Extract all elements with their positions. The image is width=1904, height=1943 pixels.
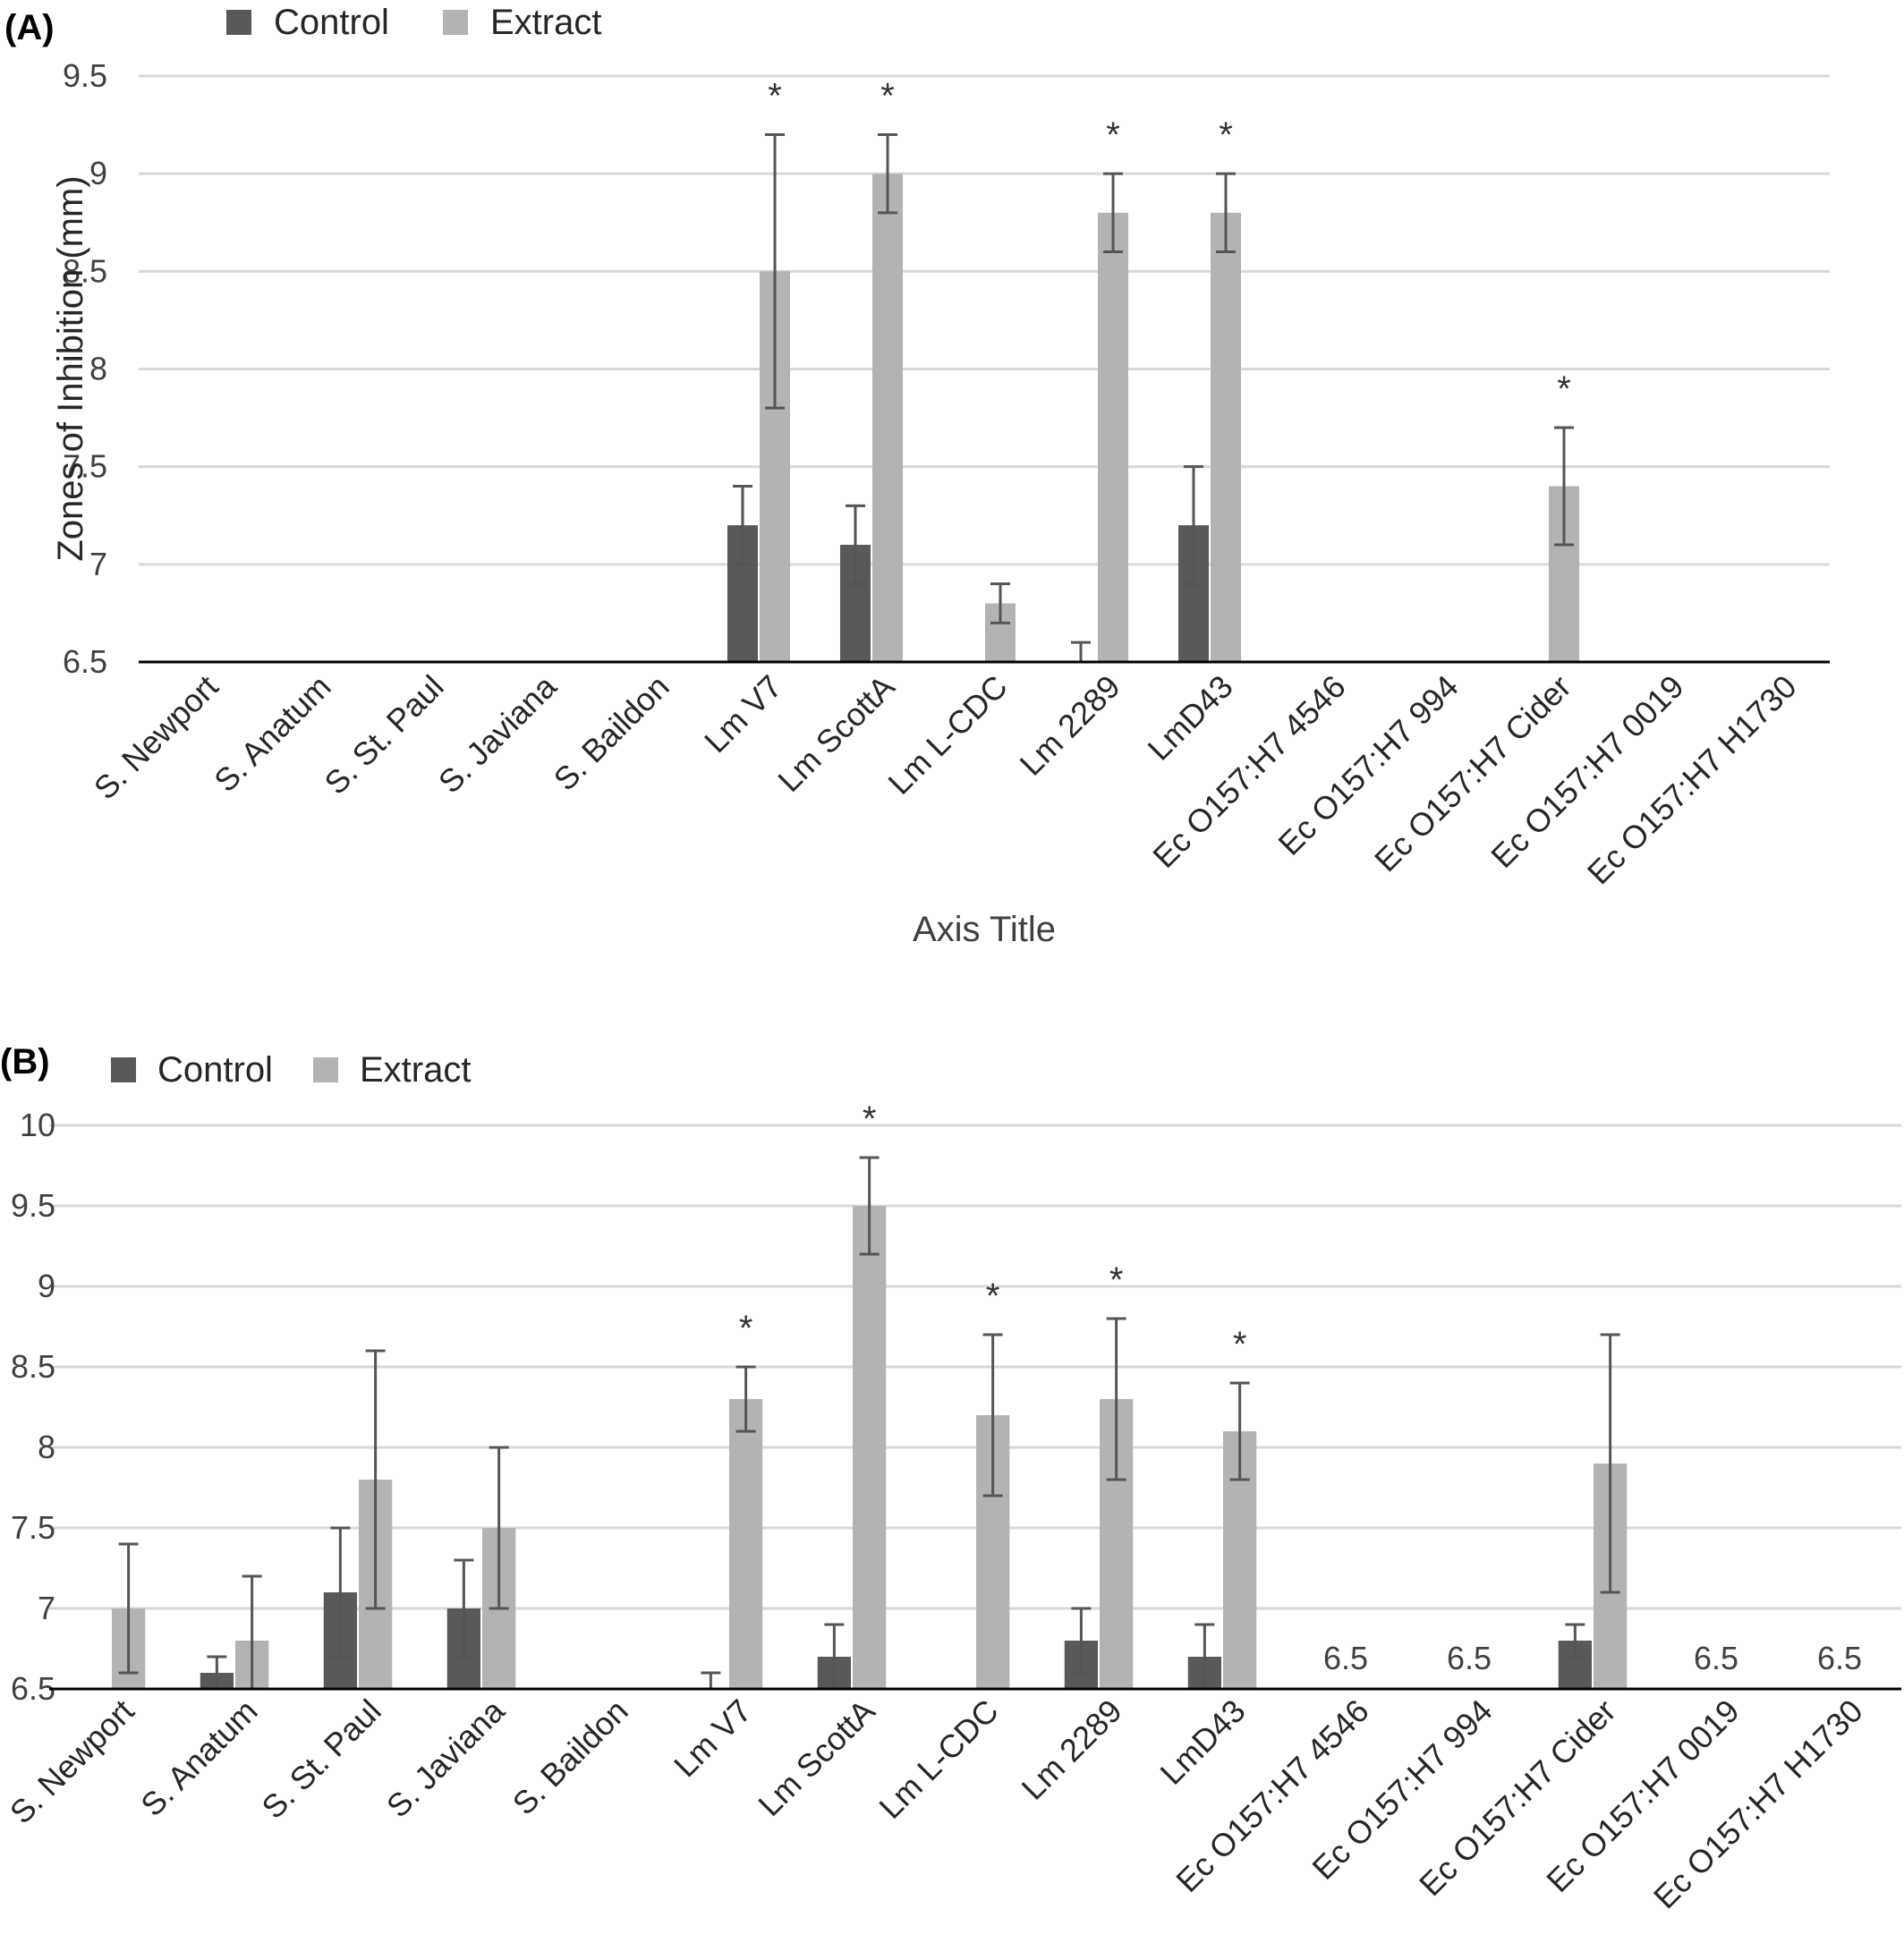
x-tick-label: Ec O157:H7 H1730 xyxy=(1646,1693,1870,1916)
x-tick-label: S. St. Paul xyxy=(254,1693,387,1826)
x-tick-label: Lm ScottA xyxy=(770,668,901,799)
x-tick-label: Lm ScottA xyxy=(751,1693,881,1823)
x-tick-label: S. Newport xyxy=(87,668,225,807)
x-tick-label: Lm 2289 xyxy=(1015,1693,1129,1807)
significance-marker: * xyxy=(1219,115,1233,155)
legend-label-extract: Extract xyxy=(490,3,601,42)
legend-swatch-control xyxy=(226,10,251,35)
y-tick-label: 7.5 xyxy=(63,448,107,485)
significance-marker: * xyxy=(863,1099,877,1139)
y-tick-label: 10 xyxy=(20,1107,55,1143)
panel-label: (B) xyxy=(0,1042,50,1082)
significance-marker: * xyxy=(1233,1325,1247,1364)
x-tick-label: Ec O157:H7 4546 xyxy=(1145,668,1352,875)
y-tick-label: 6.5 xyxy=(63,643,107,680)
y-tick-label: 9 xyxy=(38,1268,55,1304)
data-label: 6.5 xyxy=(1447,1640,1492,1676)
data-label: 6.5 xyxy=(1323,1640,1368,1676)
bar-extract-8 xyxy=(1098,212,1129,663)
x-tick-label: LmD43 xyxy=(1153,1693,1253,1792)
x-tick-label: S. Baildon xyxy=(506,1693,635,1822)
legend-label-control: Control xyxy=(157,1050,273,1090)
y-tick-label: 7.5 xyxy=(11,1509,55,1546)
x-tick-label: S. Baildon xyxy=(547,668,676,798)
x-tick-label: S. Anatum xyxy=(133,1693,264,1823)
y-tick-label: 8 xyxy=(89,351,107,387)
bar-extract-6 xyxy=(853,1206,887,1689)
y-tick-label: 8.5 xyxy=(63,252,107,289)
bar-extract-5 xyxy=(729,1399,763,1689)
y-tick-label: 9.5 xyxy=(63,57,107,94)
y-tick-label: 9.5 xyxy=(11,1187,55,1224)
x-tick-label: Lm V7 xyxy=(667,1693,759,1785)
legend-label-extract: Extract xyxy=(360,1050,471,1090)
y-tick-label: 8.5 xyxy=(11,1348,55,1385)
data-label: 6.5 xyxy=(1817,1640,1862,1676)
x-tick-label: Ec O157:H7 Cider xyxy=(1367,668,1578,879)
x-tick-label: Ec O157:H7 0019 xyxy=(1483,668,1690,875)
significance-marker: * xyxy=(880,77,895,116)
panel-label: (A) xyxy=(4,8,55,47)
significance-marker: * xyxy=(1557,369,1571,409)
x-axis-title: Axis Title xyxy=(913,910,1056,949)
significance-marker: * xyxy=(739,1309,753,1348)
significance-marker: * xyxy=(986,1277,1000,1316)
y-tick-label: 9 xyxy=(89,155,107,191)
legend-swatch-extract xyxy=(313,1057,338,1082)
y-tick-label: 6.5 xyxy=(11,1670,55,1707)
y-axis-title: Zones of Inhibition (mm) xyxy=(51,175,90,561)
x-tick-label: S. Javiana xyxy=(379,1692,513,1825)
x-tick-label: S. Newport xyxy=(3,1693,141,1831)
y-tick-label: 7 xyxy=(38,1590,55,1626)
x-tick-label: S. St. Paul xyxy=(317,668,450,802)
panel-b: 6.577.588.599.510*** **6.5 6.5 6.5 6.5S. New… xyxy=(0,1042,1901,1915)
x-tick-label: Lm L-CDC xyxy=(880,668,1014,802)
x-tick-label: Ec O157:H7 H1730 xyxy=(1580,668,1804,892)
data-label: 6.5 xyxy=(1694,1640,1738,1676)
bar-extract-6 xyxy=(872,174,904,662)
significance-marker: * xyxy=(1106,115,1120,155)
legend-swatch-extract xyxy=(443,10,468,35)
x-tick-label: Lm 2289 xyxy=(1013,668,1127,783)
x-tick-label: Lm L-CDC xyxy=(871,1693,1005,1826)
x-tick-label: LmD43 xyxy=(1141,668,1240,768)
x-tick-label: S. Anatum xyxy=(207,668,337,799)
significance-marker: * xyxy=(1109,1260,1124,1300)
legend-swatch-control xyxy=(111,1057,136,1082)
x-tick-label: S. Javiana xyxy=(431,667,565,801)
legend-label-control: Control xyxy=(274,3,389,42)
x-tick-label: Lm V7 xyxy=(697,668,789,760)
bar-extract-9 xyxy=(1211,212,1242,663)
y-tick-label: 7 xyxy=(89,546,107,582)
y-tick-label: 8 xyxy=(38,1429,55,1465)
significance-marker: * xyxy=(768,77,782,116)
